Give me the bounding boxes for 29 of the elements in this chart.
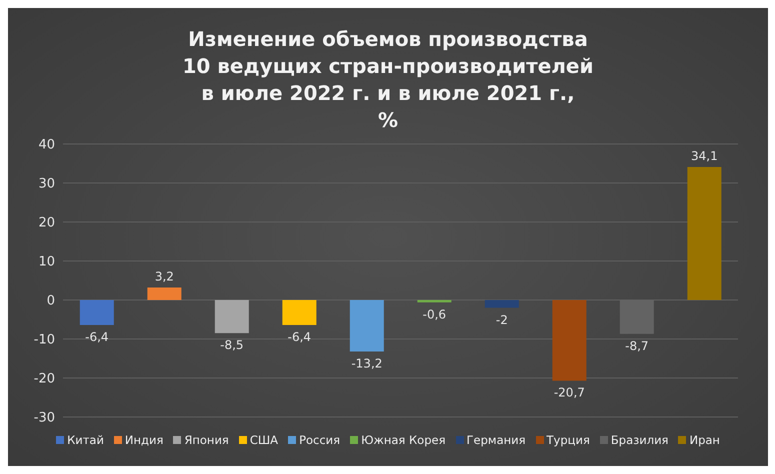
y-tick-label: 30: [38, 176, 55, 192]
y-tick-label: -30: [34, 410, 55, 426]
legend-label: Бразилия: [610, 433, 668, 447]
data-label: 3,2: [154, 270, 174, 284]
legend-label: Южная Корея: [361, 433, 446, 447]
data-label: -6,4: [85, 330, 109, 344]
legend-label: Германия: [466, 433, 526, 447]
y-tick-label: 20: [38, 216, 55, 231]
data-label: -20,7: [554, 386, 585, 400]
data-label: -8,7: [625, 338, 649, 353]
y-tick-label: -20: [34, 372, 55, 387]
legend-label: Россия: [299, 433, 340, 447]
legend-label: Япония: [184, 433, 229, 447]
legend-label: Индия: [124, 433, 164, 447]
y-tick-label: 40: [38, 138, 55, 153]
legend-label: Турция: [546, 433, 590, 447]
legend-label: Иран: [689, 433, 720, 447]
data-label: -2: [496, 312, 508, 327]
data-label: -8,5: [220, 338, 244, 352]
data-label: -0,6: [422, 307, 446, 322]
data-label: 34,1: [691, 149, 718, 164]
data-label: -13,2: [351, 356, 382, 370]
data-label: -6,4: [288, 330, 312, 344]
legend-label: Китай: [67, 433, 104, 447]
legend-label: США: [250, 433, 278, 447]
y-tick-label: -10: [34, 332, 55, 348]
chart-title: Изменение объемов производства 10 ведущих стран-производителей в июле 2022 г. и в июле 2021 г., %: [181, 26, 595, 134]
y-tick-label: 10: [38, 254, 55, 270]
y-tick-label: 0: [46, 294, 55, 309]
